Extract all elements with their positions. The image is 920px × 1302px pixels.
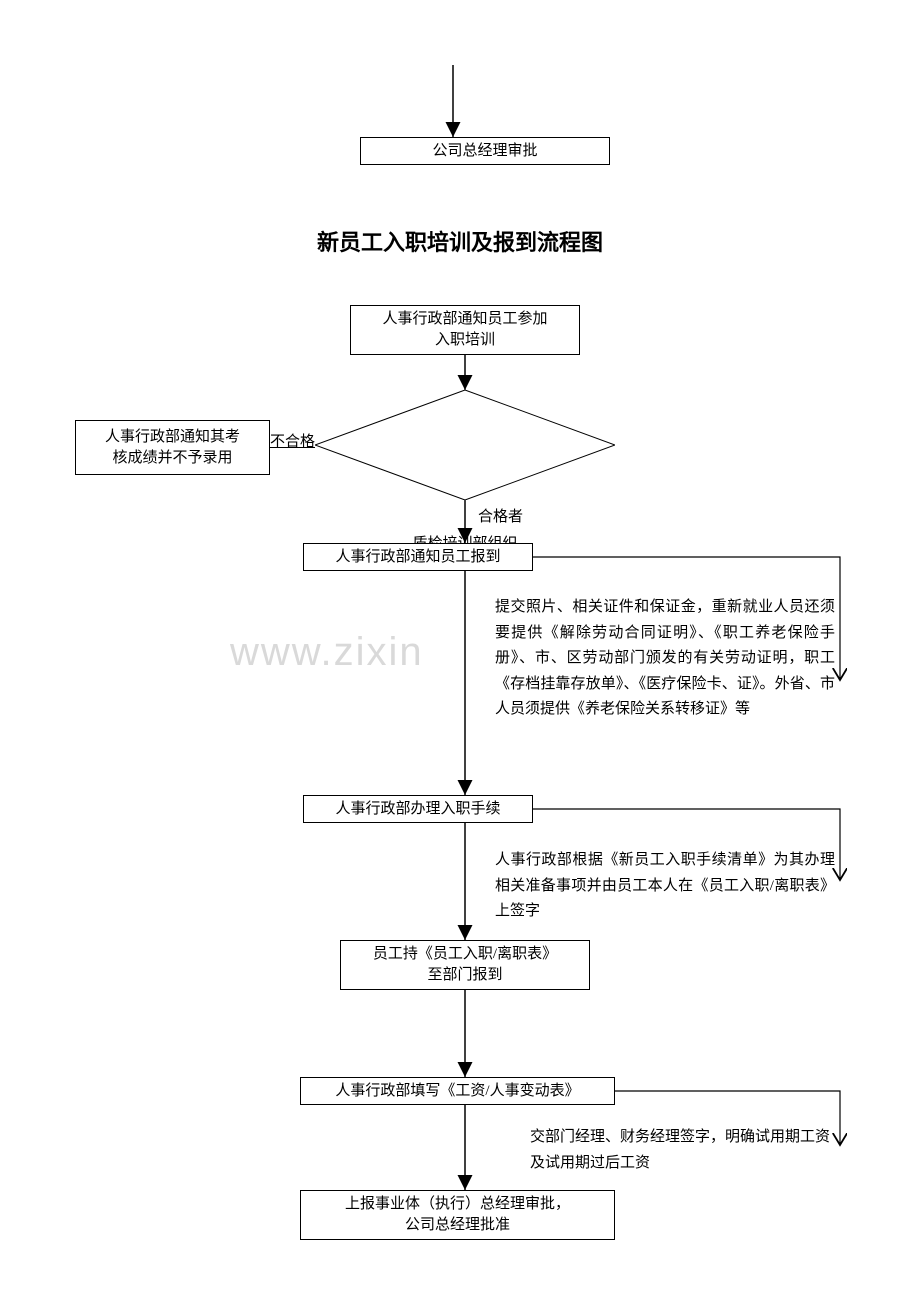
- annotation-checklist: 人事行政部根据《新员工入职手续清单》为其办理相关准备事项并由员工本人在《员工入职…: [495, 848, 835, 925]
- node-label: 人事行政部填写《工资/人事变动表》: [335, 1081, 579, 1102]
- node-label: 上报事业体（执行）总经理审批， 公司总经理批准: [345, 1194, 570, 1236]
- node-form: 员工持《员工入职/离职表》 至部门报到: [340, 940, 590, 990]
- node-report: 人事行政部通知员工报到: [303, 543, 533, 571]
- node-label: 员工持《员工入职/离职表》 至部门报到: [373, 944, 557, 986]
- node-label: 人事行政部通知员工报到: [335, 547, 500, 568]
- node-approve: 上报事业体（执行）总经理审批， 公司总经理批准: [300, 1190, 615, 1240]
- node-onboard: 人事行政部办理入职手续: [303, 795, 533, 823]
- node-top-approval: 公司总经理审批: [360, 137, 610, 165]
- edge-label-pass: 合格者: [478, 505, 523, 526]
- page-title: 新员工入职培训及报到流程图: [0, 225, 920, 257]
- node-notify-training: 人事行政部通知员工参加 入职培训: [350, 305, 580, 355]
- node-fill: 人事行政部填写《工资/人事变动表》: [300, 1077, 615, 1105]
- edge-label-fail: 不合格: [270, 430, 315, 451]
- node-decision: 质检培训部组织 培训并考核: [315, 390, 615, 500]
- node-label: 人事行政部通知其考 核成绩并不予录用: [105, 427, 240, 469]
- annotation-documents: 提交照片、相关证件和保证金，重新就业人员还须要提供《解除劳动合同证明》、《职工养…: [495, 595, 835, 723]
- node-label: 人事行政部通知员工参加 入职培训: [382, 309, 547, 351]
- node-reject: 人事行政部通知其考 核成绩并不予录用: [75, 420, 270, 475]
- node-label: 公司总经理审批: [432, 141, 537, 162]
- node-label: 人事行政部办理入职手续: [335, 799, 500, 820]
- annotation-signoff: 交部门经理、财务经理签字，明确试用期工资及试用期过后工资: [530, 1125, 830, 1176]
- watermark: www.zixin: [230, 630, 424, 675]
